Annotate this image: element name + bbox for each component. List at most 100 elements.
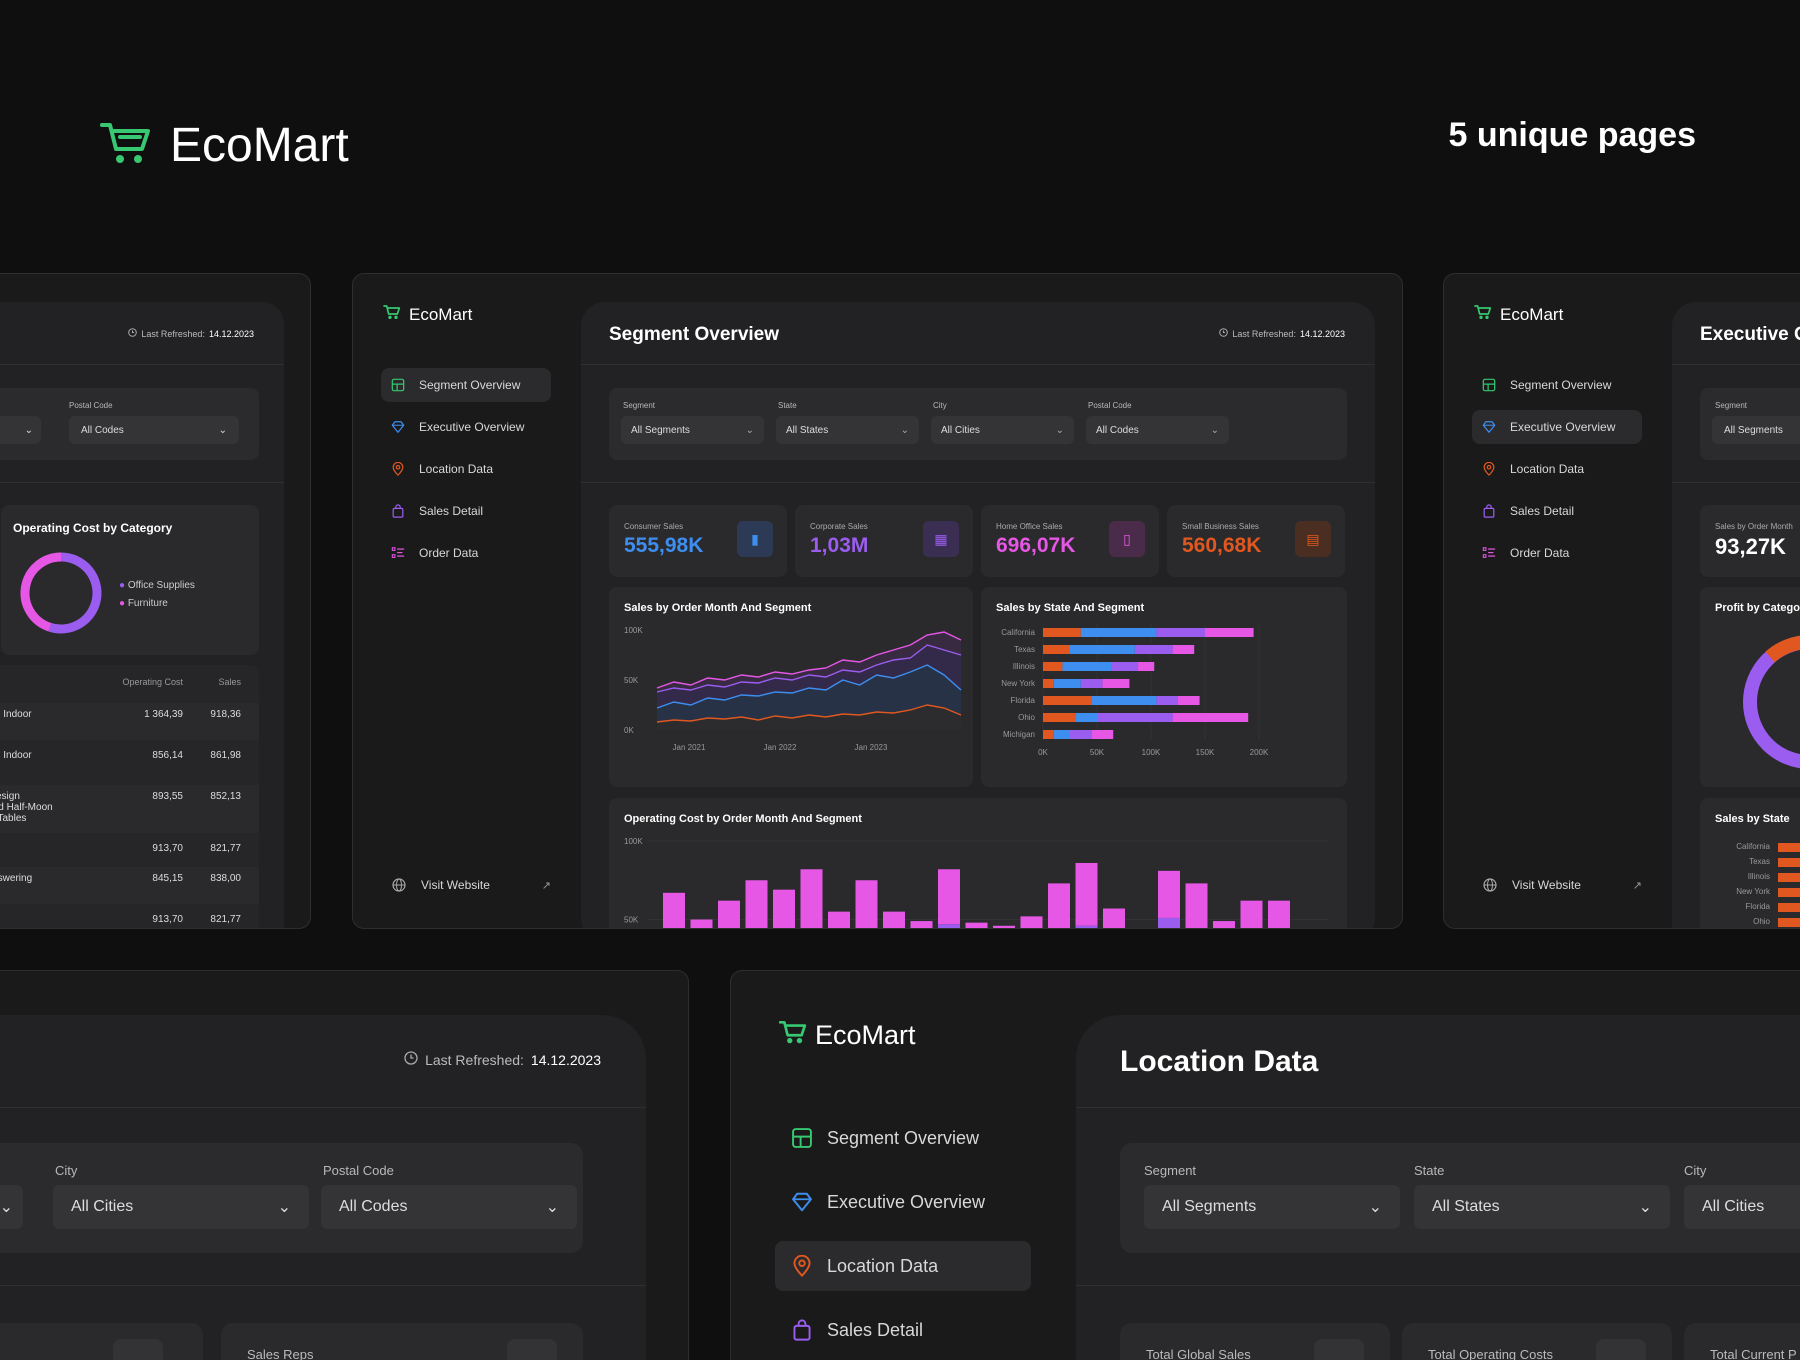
sidebar-item-executive-overview[interactable]: Executive Overview	[1472, 410, 1642, 444]
cart-icon	[1474, 304, 1492, 325]
chevron-down-icon: ⌄	[218, 424, 227, 436]
sidebar-item-sales-detail[interactable]: Sales Detail	[381, 494, 551, 528]
postal-select[interactable]: All Codes ⌄	[321, 1185, 577, 1229]
table-row[interactable]: l Answering 845,15 838,00	[0, 867, 259, 904]
external-link-icon: ↗	[1632, 879, 1642, 892]
table-row[interactable]: y Design r and Half-Moon om Tables 893,5…	[0, 785, 259, 833]
left-dashboard-panel: Last Refreshed: 14.12.2023 ⌄ Postal Code…	[0, 273, 311, 929]
sidebar-item-segment-overview[interactable]: Segment Overview	[381, 368, 551, 402]
table-row[interactable]: 913,70 821,77	[0, 837, 259, 863]
chevron-down-icon: ⌄	[745, 424, 754, 436]
x-tick-label: 200K	[1250, 748, 1269, 757]
bar-segment	[1043, 713, 1076, 722]
cart-icon	[100, 119, 152, 172]
table-row[interactable]: -Life Indoor ulbs 856,14 861,98	[0, 744, 259, 781]
sidebar-item-label: Segment Overview	[827, 1127, 980, 1148]
sidebar-item-sales-detail[interactable]: Sales Detail	[1472, 494, 1642, 528]
location-main: Location Data Segment All Segments ⌄ Stat…	[1076, 1015, 1800, 1360]
row-sales: 821,77	[210, 843, 241, 854]
sidebar-brand: EcoMart	[1474, 304, 1563, 325]
sidebar-item-segment-overview[interactable]: Segment Overview	[775, 1113, 1031, 1163]
sidebar-item-label: Order Data	[419, 546, 479, 560]
sidebar-item-order-data[interactable]: Order Data	[381, 536, 551, 570]
sales-reps-card: Sales Reps	[221, 1323, 583, 1360]
bar-segment	[1075, 925, 1098, 928]
bar-segment	[1043, 628, 1081, 637]
bar-segment	[1080, 679, 1103, 688]
city-select[interactable]: All Cities ⌄	[931, 416, 1074, 444]
cart-icon	[383, 304, 401, 325]
sidebar-item-location-data[interactable]: Location Data	[381, 452, 551, 486]
bar-segment	[1172, 645, 1195, 654]
table-row[interactable]: -Life Indoor ulbs 1 364,39 918,36	[0, 703, 259, 740]
filter-bar: Segment All Segments ⌄ State All States ⌄ …	[1120, 1143, 1800, 1253]
refresh-date: 14.12.2023	[530, 1051, 601, 1068]
sidebar-brand-text: EcoMart	[815, 1020, 916, 1050]
sidebar-item-label: Executive Overview	[419, 420, 525, 434]
refresh-label: Last Refreshed:	[141, 328, 205, 339]
row-cost: 845,15	[152, 873, 183, 884]
sidebar-item-segment-overview[interactable]: Segment Overview	[1472, 368, 1642, 402]
row-name: -Life Indoor ulbs	[0, 750, 32, 761]
series-line	[656, 704, 962, 723]
chevron-down-icon: ⌄	[1210, 424, 1219, 436]
diamond-icon	[1482, 420, 1496, 434]
segment-label: Segment	[1715, 401, 1748, 410]
bar-segment	[1156, 696, 1178, 705]
sidebar-item-sales-detail[interactable]: Sales Detail	[775, 1305, 1031, 1355]
opcost-month-card: Operating Cost by Order Month And Segmen…	[609, 798, 1347, 928]
bar-segment	[965, 922, 988, 928]
state-select[interactable]: All States ⌄	[1414, 1185, 1670, 1229]
kpi-label: Total Operating Costs	[1428, 1347, 1554, 1360]
postal-select[interactable]: All Codes ⌄	[1086, 416, 1229, 444]
city-select[interactable]: All Cities ⌄	[53, 1185, 309, 1229]
diamond-icon	[791, 1191, 813, 1213]
state-label: Texas	[1749, 857, 1770, 866]
refresh-date: 14.12.2023	[208, 328, 254, 339]
bar-segment	[1185, 883, 1208, 928]
segment-select[interactable]: All Segments	[1712, 416, 1800, 444]
state-label: Illinois	[1747, 872, 1770, 881]
x-tick-label: 150K	[1196, 748, 1215, 757]
clock-icon	[1219, 328, 1229, 339]
refresh-label: Last Refreshed:	[1232, 328, 1296, 339]
map-pin-icon	[1482, 462, 1496, 476]
state-select[interactable]: ⌄	[0, 1185, 23, 1229]
sales-by-state-title: Sales by State	[1715, 813, 1790, 825]
bar-segment	[1172, 713, 1249, 722]
state-select[interactable]: ⌄	[0, 416, 41, 444]
segment-value: All Segments	[1724, 424, 1783, 436]
visit-website-link[interactable]: Visit Website ↗	[391, 877, 551, 893]
hero-brand: EcoMart	[100, 118, 349, 173]
bar-segment	[828, 911, 850, 928]
kpi-card: Corporate Sales 1,03M ▦	[795, 505, 973, 577]
table-row[interactable]: 913,70 821,77	[0, 908, 259, 928]
state-bar	[1778, 858, 1800, 867]
state-select[interactable]: All States ⌄	[776, 416, 919, 444]
sidebar-item-label: Order Data	[1510, 546, 1570, 560]
sidebar-item-executive-overview[interactable]: Executive Overview	[381, 410, 551, 444]
sidebar-item-order-data[interactable]: Order Data	[1472, 536, 1642, 570]
area-fill	[657, 705, 961, 730]
y-tick-label: 100K	[624, 837, 643, 846]
row-cost: 856,14	[152, 750, 183, 761]
segment-select[interactable]: All Segments ⌄	[621, 416, 764, 444]
bar-segment	[773, 889, 795, 928]
chevron-down-icon: ⌄	[277, 1199, 291, 1216]
city-select[interactable]: All Cities	[1684, 1185, 1800, 1229]
donut-slice	[20, 552, 62, 632]
divider	[1672, 364, 1800, 365]
bar-segment	[1178, 696, 1200, 705]
postal-select[interactable]: All Codes ⌄	[69, 416, 239, 444]
location-kpi-card: Total Current P	[1684, 1323, 1800, 1360]
bar-segment	[1048, 883, 1070, 928]
series-line	[656, 644, 962, 693]
sidebar-item-location-data[interactable]: Location Data	[1472, 452, 1642, 486]
divider	[0, 482, 284, 483]
segment-select[interactable]: All Segments ⌄	[1144, 1185, 1400, 1229]
sidebar-item-executive-overview[interactable]: Executive Overview	[775, 1177, 1031, 1227]
state-bar	[1778, 918, 1800, 927]
sidebar-item-location-data[interactable]: Location Data	[775, 1241, 1031, 1291]
visit-website-link[interactable]: Visit Website ↗	[1482, 877, 1642, 893]
kpi-value: 560,68K	[1182, 534, 1262, 557]
